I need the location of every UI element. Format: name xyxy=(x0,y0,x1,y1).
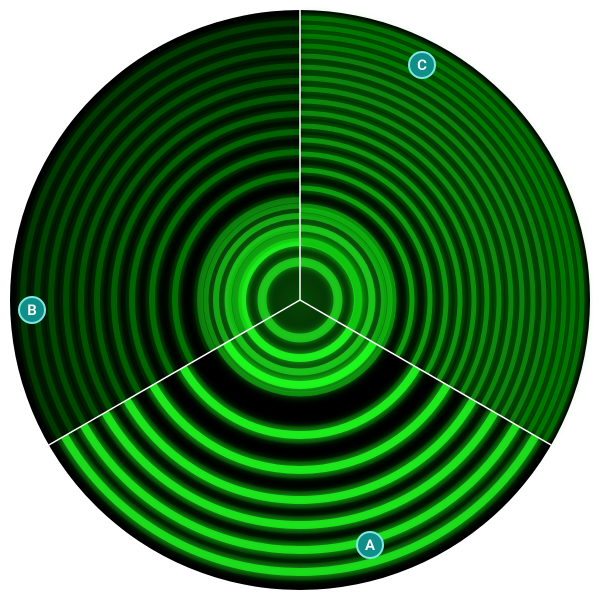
sector-label-b: B xyxy=(18,296,46,324)
label-b-text: B xyxy=(27,301,37,319)
sector-label-a: A xyxy=(356,531,384,559)
label-c-text: C xyxy=(417,56,427,74)
sector-label-c: C xyxy=(408,51,436,79)
label-a-text: A xyxy=(365,536,375,554)
interference-diagram: A B C xyxy=(0,0,600,600)
diagram-svg xyxy=(0,0,600,600)
